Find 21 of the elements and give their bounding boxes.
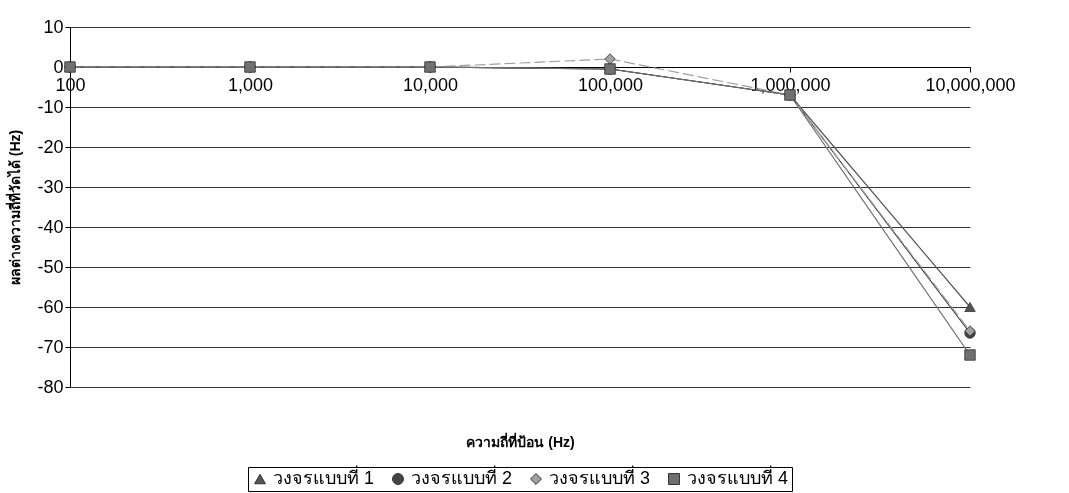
y-tick-label: -20 bbox=[37, 136, 64, 157]
y-tick-label: 10 bbox=[43, 16, 64, 37]
legend-label: วงจรแบบที่ 4 bbox=[687, 465, 789, 488]
x-tick-label: 10,000 bbox=[402, 74, 459, 95]
x-tick-label: 1,000,000 bbox=[750, 74, 831, 95]
y-tick-label: -10 bbox=[37, 96, 64, 117]
legend-label: วงจรแบบที่ 1 bbox=[273, 465, 375, 488]
x-axis-title: ความถี่ที่ป้อน (Hz) bbox=[466, 431, 575, 450]
legend-label: วงจรแบบที่ 3 bbox=[549, 465, 651, 488]
y-tick-label: -50 bbox=[37, 256, 64, 277]
y-tick-label: 0 bbox=[53, 56, 64, 77]
legend-label: วงจรแบบที่ 2 bbox=[411, 465, 513, 488]
y-tick-label: -70 bbox=[37, 336, 64, 357]
y-tick-label: -80 bbox=[37, 376, 64, 397]
y-axis-title: ผลต่างความถี่ที่วัดได้ (Hz) bbox=[5, 129, 24, 286]
y-tick-label: -30 bbox=[37, 176, 64, 197]
x-tick-label: 10,000,000 bbox=[925, 74, 1016, 95]
y-tick-label: -60 bbox=[37, 296, 64, 317]
x-tick-label: 1,000 bbox=[227, 74, 274, 95]
x-tick-label: 100,000 bbox=[577, 74, 644, 95]
y-tick-label: -40 bbox=[37, 216, 64, 237]
